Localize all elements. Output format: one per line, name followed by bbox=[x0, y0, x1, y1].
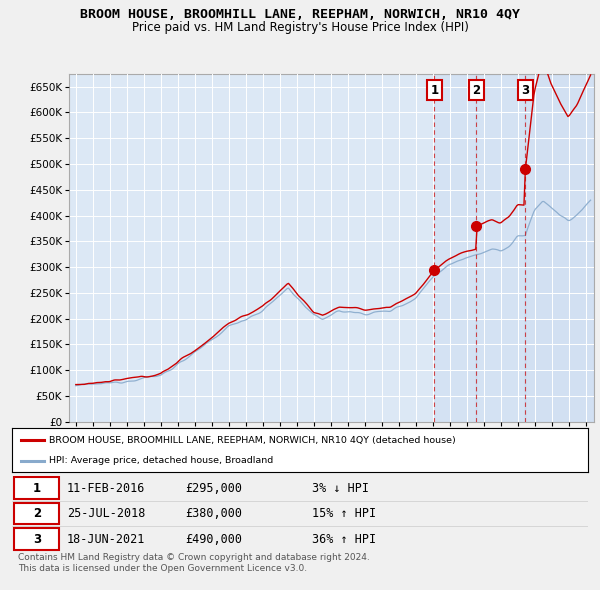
Text: 3% ↓ HPI: 3% ↓ HPI bbox=[311, 482, 368, 495]
Text: 11-FEB-2016: 11-FEB-2016 bbox=[67, 482, 145, 495]
FancyBboxPatch shape bbox=[14, 503, 59, 525]
FancyBboxPatch shape bbox=[14, 477, 59, 499]
Text: 36% ↑ HPI: 36% ↑ HPI bbox=[311, 533, 376, 546]
Text: Contains HM Land Registry data © Crown copyright and database right 2024.
This d: Contains HM Land Registry data © Crown c… bbox=[18, 553, 370, 573]
Text: 1: 1 bbox=[430, 84, 439, 97]
Text: £295,000: £295,000 bbox=[185, 482, 242, 495]
Text: 2: 2 bbox=[33, 507, 41, 520]
Text: 2: 2 bbox=[472, 84, 481, 97]
Text: BROOM HOUSE, BROOMHILL LANE, REEPHAM, NORWICH, NR10 4QY (detached house): BROOM HOUSE, BROOMHILL LANE, REEPHAM, NO… bbox=[49, 435, 456, 445]
Bar bbox=[526, 74, 594, 422]
Bar bbox=[476, 74, 526, 422]
Text: BROOM HOUSE, BROOMHILL LANE, REEPHAM, NORWICH, NR10 4QY: BROOM HOUSE, BROOMHILL LANE, REEPHAM, NO… bbox=[80, 8, 520, 21]
Text: 3: 3 bbox=[521, 84, 529, 97]
Text: Price paid vs. HM Land Registry's House Price Index (HPI): Price paid vs. HM Land Registry's House … bbox=[131, 21, 469, 34]
Text: HPI: Average price, detached house, Broadland: HPI: Average price, detached house, Broa… bbox=[49, 457, 274, 466]
Text: £490,000: £490,000 bbox=[185, 533, 242, 546]
Text: £380,000: £380,000 bbox=[185, 507, 242, 520]
Text: 15% ↑ HPI: 15% ↑ HPI bbox=[311, 507, 376, 520]
Text: 18-JUN-2021: 18-JUN-2021 bbox=[67, 533, 145, 546]
Text: 3: 3 bbox=[33, 533, 41, 546]
Text: 1: 1 bbox=[33, 482, 41, 495]
Text: 25-JUL-2018: 25-JUL-2018 bbox=[67, 507, 145, 520]
FancyBboxPatch shape bbox=[14, 527, 59, 550]
Bar bbox=[434, 74, 476, 422]
